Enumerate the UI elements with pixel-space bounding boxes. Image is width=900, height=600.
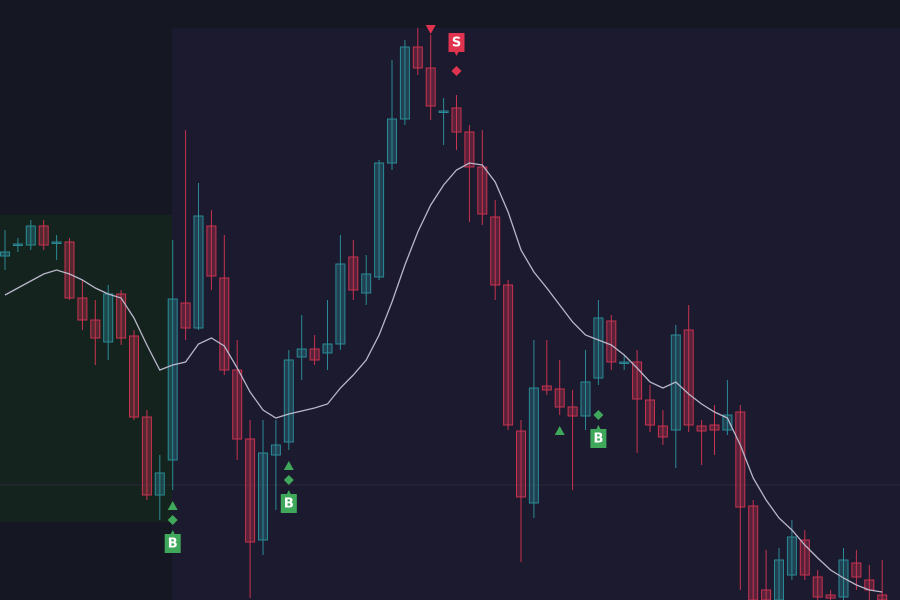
buy-signal-label: B bbox=[284, 497, 294, 512]
candle-body bbox=[0, 251, 10, 257]
candle-body bbox=[399, 46, 410, 120]
sell-signal-label: S bbox=[452, 36, 461, 51]
candle-body bbox=[206, 225, 217, 277]
buy-triangle bbox=[554, 426, 565, 435]
candle-body bbox=[129, 335, 139, 418]
range-highlight bbox=[0, 215, 172, 522]
candle-body bbox=[296, 348, 307, 358]
candle-body bbox=[490, 216, 501, 286]
candle-body bbox=[322, 343, 333, 354]
candle-body bbox=[606, 320, 617, 363]
candle-body bbox=[25, 225, 36, 246]
candle-body bbox=[645, 399, 655, 426]
candle-body bbox=[412, 46, 423, 69]
candle-body bbox=[90, 319, 101, 339]
candle-body bbox=[528, 387, 539, 504]
candle-body bbox=[580, 381, 591, 417]
candle-body bbox=[387, 118, 397, 164]
candle-body bbox=[438, 110, 449, 113]
candle-body bbox=[619, 361, 630, 364]
candle-body bbox=[180, 302, 191, 329]
candle-body bbox=[103, 293, 114, 343]
buy-signal-label: B bbox=[168, 537, 178, 552]
sell-diamond bbox=[451, 66, 462, 76]
buy-signal-badge bbox=[590, 425, 607, 448]
candle-body bbox=[709, 424, 720, 431]
candle-body bbox=[425, 67, 436, 107]
candle-body bbox=[232, 369, 243, 440]
buy-signal-badge bbox=[164, 530, 181, 553]
candle-body bbox=[77, 297, 88, 321]
candle-body bbox=[361, 273, 372, 294]
candle-body bbox=[748, 505, 759, 600]
candle-body bbox=[51, 241, 62, 244]
candle-body bbox=[632, 361, 643, 400]
candle-body bbox=[167, 298, 178, 461]
candle-body bbox=[12, 243, 23, 246]
candle-body bbox=[812, 576, 823, 598]
buy-diamond bbox=[283, 475, 294, 485]
buy-triangle bbox=[167, 501, 178, 510]
moving-average bbox=[4, 162, 883, 593]
candle-body bbox=[141, 416, 152, 496]
candle-body bbox=[193, 215, 204, 329]
sell-signal-badge bbox=[448, 33, 465, 56]
candle-body bbox=[683, 329, 694, 426]
sell-triangle bbox=[425, 25, 436, 34]
candle-body bbox=[374, 162, 385, 278]
session-area bbox=[172, 28, 900, 600]
candle-body bbox=[464, 131, 475, 168]
candle-body bbox=[335, 263, 346, 345]
candle-body bbox=[774, 559, 784, 600]
candle-body bbox=[657, 425, 668, 438]
candle-body bbox=[64, 241, 75, 299]
candle-body bbox=[309, 348, 320, 361]
candle-body bbox=[567, 406, 578, 417]
candle-body bbox=[516, 430, 526, 498]
candle-body bbox=[219, 277, 230, 371]
candle-body bbox=[851, 562, 862, 578]
candle-body bbox=[541, 385, 552, 391]
candle-body bbox=[722, 414, 733, 431]
candle-body bbox=[258, 452, 268, 541]
candle-body bbox=[116, 293, 127, 339]
candle-body bbox=[786, 536, 797, 576]
candle-body bbox=[283, 359, 294, 443]
buy-diamond bbox=[167, 515, 178, 525]
candle-body bbox=[696, 425, 707, 432]
buy-signal-label: B bbox=[593, 432, 603, 447]
buy-signal-badge bbox=[280, 490, 297, 513]
candle-body bbox=[451, 107, 462, 133]
candle-body bbox=[154, 472, 165, 496]
candle-body bbox=[503, 284, 514, 426]
candle-body bbox=[799, 539, 810, 576]
candle-body bbox=[761, 589, 772, 600]
candle-body bbox=[348, 256, 359, 291]
candle-body bbox=[593, 317, 604, 379]
candle-body bbox=[477, 166, 488, 215]
candle-body bbox=[38, 225, 49, 246]
candle-body bbox=[825, 594, 836, 599]
candle-body bbox=[270, 444, 281, 456]
buy-triangle bbox=[283, 461, 294, 470]
buy-diamond bbox=[593, 410, 604, 420]
candle-body bbox=[735, 411, 746, 508]
candle-body bbox=[245, 438, 256, 543]
candle-body bbox=[554, 388, 565, 408]
candle-body bbox=[877, 594, 888, 600]
